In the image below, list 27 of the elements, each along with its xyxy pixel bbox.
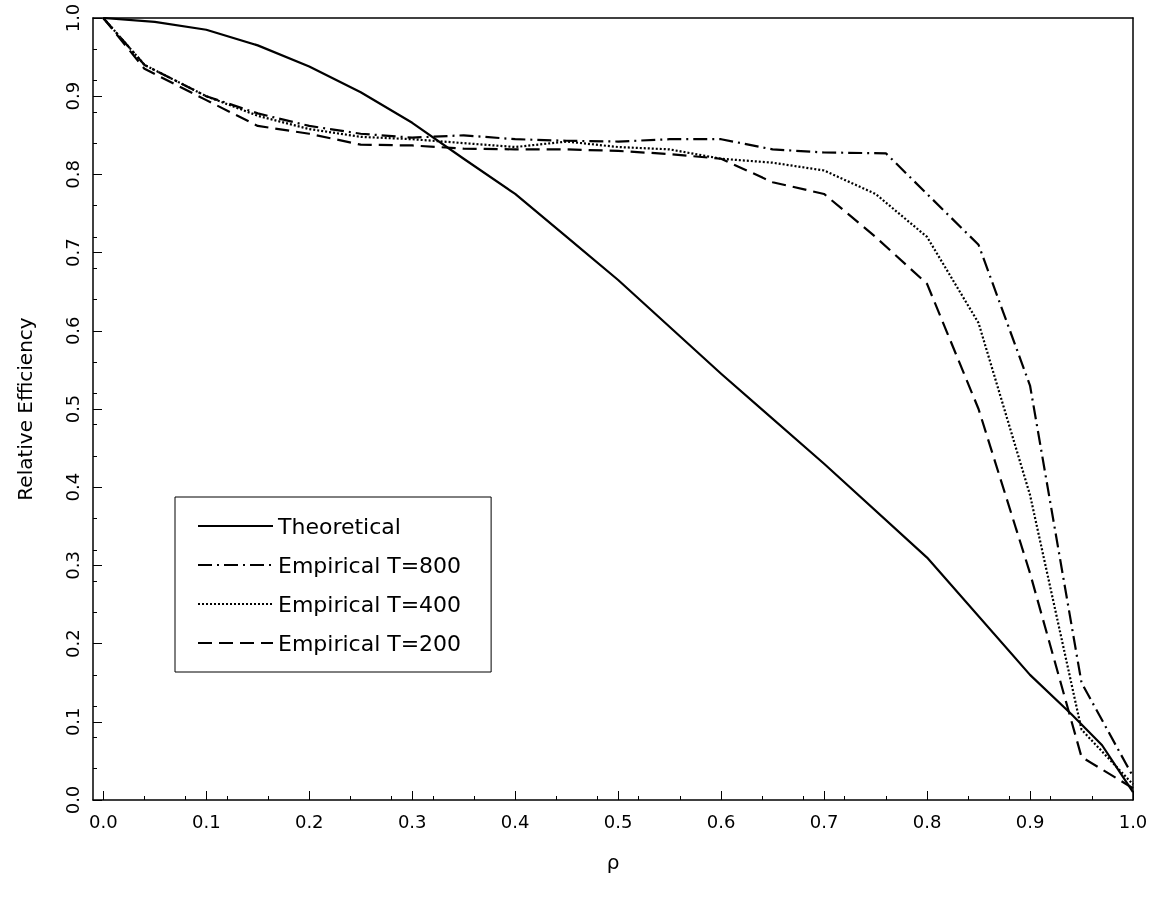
y-tick-label: 0.4 (61, 472, 83, 502)
x-tick-label: 0.1 (191, 810, 221, 832)
y-axis-title: Relative Efficiency (13, 317, 37, 501)
x-tick-label: 1.0 (1118, 810, 1148, 832)
x-tick-label: 0.7 (809, 810, 839, 832)
legend-label: Empirical T=200 (278, 630, 462, 656)
x-tick-label: 0.4 (500, 810, 530, 832)
y-tick-label: 0.6 (61, 316, 83, 346)
legend-label: Theoretical (277, 513, 401, 539)
x-tick-label: 0.5 (603, 810, 633, 832)
x-tick-label: 0.6 (706, 810, 736, 832)
x-tick-label: 0.0 (88, 810, 118, 832)
legend-label: Empirical T=800 (278, 552, 462, 578)
legend-label: Empirical T=400 (278, 591, 462, 617)
y-tick-label: 1.0 (61, 3, 83, 33)
y-tick-label: 0.7 (61, 238, 83, 267)
y-tick-label: 0.8 (61, 160, 83, 189)
y-tick-label: 0.3 (61, 551, 83, 580)
y-tick-label: 0.5 (61, 394, 83, 424)
y-tick-label: 0.1 (61, 707, 83, 737)
y-tick-label: 0.2 (61, 629, 83, 658)
x-tick-label: 0.3 (397, 810, 427, 832)
x-tick-label: 0.2 (294, 810, 324, 832)
x-tick-label: 0.9 (1015, 810, 1045, 832)
x-axis-title: ρ (606, 850, 620, 874)
y-tick-label: 0.9 (61, 81, 83, 111)
x-tick-label: 0.8 (912, 810, 942, 832)
